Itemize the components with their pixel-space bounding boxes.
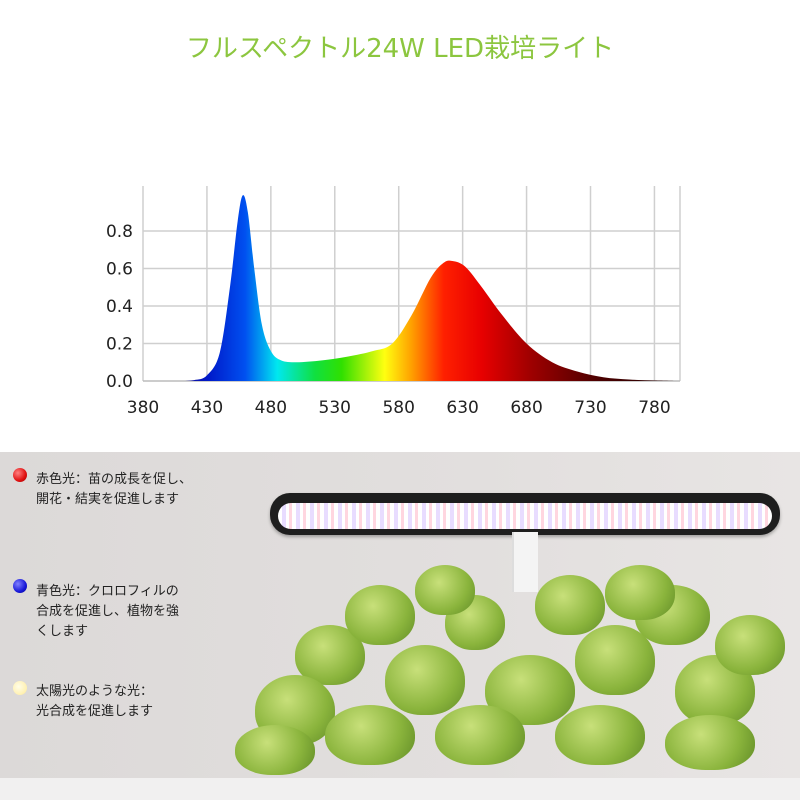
page-title: フルスペクトル24W LED栽培ライト: [185, 34, 615, 64]
leaf: [415, 565, 475, 615]
spectrum-area: [181, 195, 680, 381]
x-tick-label: 430: [191, 398, 223, 418]
leaf: [345, 585, 415, 645]
leaf: [665, 715, 755, 770]
sunlight-note: 太陽光のような光： 光合成を促進します: [36, 682, 216, 722]
y-tick-label: 0.8: [106, 222, 133, 242]
blue-dot-icon: [13, 579, 27, 593]
note-line: 開花・結実を促進します: [36, 492, 180, 507]
leaf: [715, 615, 785, 675]
y-tick-label: 0.0: [106, 372, 133, 392]
led-panel: [278, 503, 772, 529]
note-line: くします: [36, 624, 89, 639]
x-tick-label: 780: [638, 398, 670, 418]
x-tick-label: 630: [446, 398, 478, 418]
plants: [235, 565, 795, 780]
note-line: 赤色光：苗の成長を促し、: [36, 472, 193, 487]
y-tick-label: 0.4: [106, 297, 133, 317]
leaf: [235, 725, 315, 775]
lamp-stem: [512, 532, 538, 592]
leaf: [555, 705, 645, 765]
led-lamp: [270, 493, 780, 535]
y-tick-label: 0.2: [106, 335, 133, 355]
x-tick-label: 380: [127, 398, 159, 418]
leaf: [575, 625, 655, 695]
sunlight-dot-icon: [13, 681, 27, 695]
note-line: 光合成を促進します: [36, 704, 154, 719]
x-tick-label: 580: [382, 398, 414, 418]
leaf: [535, 575, 605, 635]
bottom-strip: [0, 778, 800, 800]
note-line: 合成を促進し、植物を強: [36, 604, 180, 619]
leaf: [605, 565, 675, 620]
note-line: 青色光：クロロフィルの: [36, 584, 179, 599]
note-line: 太陽光のような光：: [36, 684, 154, 699]
spectrum-chart: 380 430 480 530 580 630 680 730 780 0.0 0.2 0.4 0.6 0…: [106, 186, 681, 418]
leaf: [435, 705, 525, 765]
leaf: [325, 705, 415, 765]
x-tick-label: 480: [255, 398, 287, 418]
y-tick-label: 0.6: [106, 260, 133, 280]
x-tick-label: 730: [574, 398, 606, 418]
leaf: [385, 645, 465, 715]
red-light-note: 赤色光：苗の成長を促し、 開花・結実を促進します: [36, 470, 216, 510]
x-tick-label: 680: [510, 398, 542, 418]
red-dot-icon: [13, 468, 27, 482]
blue-light-note: 青色光：クロロフィルの 合成を促進し、植物を強 くします: [36, 582, 216, 642]
x-tick-label: 530: [319, 398, 351, 418]
